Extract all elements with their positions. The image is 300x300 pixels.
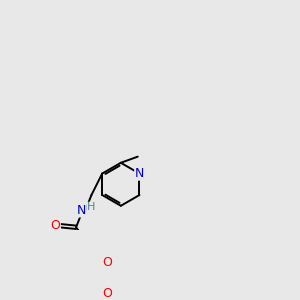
Text: O: O [102,256,112,269]
Text: H: H [87,202,96,212]
Text: N: N [135,167,144,180]
Text: N: N [77,204,86,217]
Text: O: O [50,219,60,232]
Text: O: O [102,287,112,300]
